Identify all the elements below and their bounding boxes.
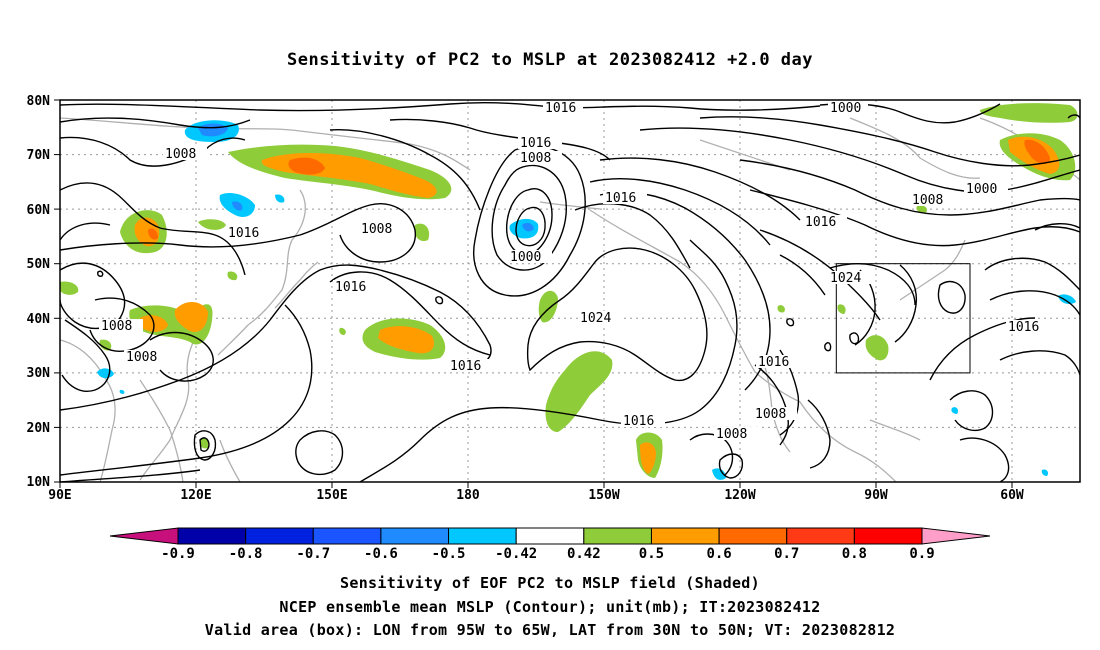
axis-ticks bbox=[54, 99, 1013, 488]
colorbar-label: 0.9 bbox=[909, 546, 934, 562]
colorbar-segment bbox=[448, 527, 517, 545]
lat-tick-label: 40N bbox=[27, 312, 51, 327]
contour-label: 1008 bbox=[520, 151, 551, 166]
colorbar-segment bbox=[583, 527, 652, 545]
contour-label: 1016 bbox=[605, 191, 636, 206]
gridlines bbox=[60, 100, 1080, 482]
lon-tick-label: 150W bbox=[588, 488, 619, 503]
longitude-labels: 90E 120E 150E 180 150W 120W 90W 60W bbox=[48, 488, 1024, 503]
colorbar-segment bbox=[177, 527, 247, 545]
colorbar-segment bbox=[853, 527, 923, 545]
shade-orange bbox=[134, 136, 1060, 474]
contour-label: 1008 bbox=[126, 350, 157, 365]
shaded-regions bbox=[60, 103, 1078, 480]
contour-label: 1016 bbox=[623, 414, 654, 429]
lon-tick-label: 90E bbox=[48, 488, 71, 503]
colorbar-segment bbox=[650, 527, 720, 545]
contour-label: 1000 bbox=[966, 182, 997, 197]
lat-tick-label: 30N bbox=[27, 366, 51, 381]
contour-label: 1024 bbox=[830, 271, 861, 286]
colorbar-segment bbox=[786, 527, 855, 545]
map-title: Sensitivity of PC2 to MSLP at 2023082412… bbox=[286, 50, 813, 70]
colorbar-high-end bbox=[921, 527, 991, 545]
colorbar-segment bbox=[718, 527, 788, 545]
contour-label: 1016 bbox=[450, 359, 481, 374]
contour-label: 1008 bbox=[755, 407, 786, 422]
colorbar-label: -0.6 bbox=[364, 546, 398, 562]
contour-label: 1016 bbox=[545, 101, 576, 116]
lon-tick-label: 120E bbox=[180, 488, 211, 503]
colorbar-label: -0.8 bbox=[229, 546, 263, 562]
contour-label: 1016 bbox=[228, 226, 259, 241]
lat-tick-label: 50N bbox=[27, 257, 51, 272]
contour-label: 1016 bbox=[805, 215, 836, 230]
colorbar-segment bbox=[380, 527, 450, 545]
colorbar-label: 0.7 bbox=[774, 546, 799, 562]
colorbar-label: -0.9 bbox=[161, 546, 195, 562]
lat-tick-label: 60N bbox=[27, 203, 51, 218]
contour-label: 1008 bbox=[101, 319, 132, 334]
colorbar-segment bbox=[312, 527, 382, 545]
colorbar: -0.9 -0.8 -0.7 -0.6 -0.5 -0.42 0.42 0.5 0.6 0.7 0.… bbox=[109, 527, 991, 562]
contour-label: 1008 bbox=[361, 222, 392, 237]
latitude-labels: 80N 70N 60N 50N 40N 30N 20N 10N bbox=[27, 94, 51, 490]
colorbar-label: 0.42 bbox=[567, 546, 601, 562]
contour-label: 1016 bbox=[520, 136, 551, 151]
valid-area-box bbox=[835, 263, 971, 374]
contour-label: 1016 bbox=[1008, 320, 1039, 335]
colorbar-label: 0.6 bbox=[706, 546, 731, 562]
contour-label: 1024 bbox=[580, 311, 611, 326]
lat-tick-label: 10N bbox=[27, 475, 51, 490]
colorbar-low-end bbox=[109, 527, 179, 545]
contour-label: 1008 bbox=[716, 427, 747, 442]
lat-tick-label: 70N bbox=[27, 148, 51, 163]
contour-labels: 1016 1000 1008 1016 1008 1016 1008 1000 … bbox=[99, 101, 1050, 442]
plot-area: 1016 1000 1008 1016 1008 1016 1008 1000 … bbox=[60, 100, 1080, 482]
lat-tick-label: 80N bbox=[27, 94, 51, 109]
contour-label: 1016 bbox=[758, 355, 789, 370]
lat-tick-label: 20N bbox=[27, 421, 51, 436]
colorbar-label: -0.7 bbox=[296, 546, 330, 562]
colorbar-segment bbox=[515, 527, 585, 545]
lon-tick-label: 60W bbox=[1000, 488, 1024, 503]
lon-tick-label: 180 bbox=[456, 488, 480, 503]
mslp-contours bbox=[60, 101, 1080, 482]
contour-label: 1016 bbox=[335, 280, 366, 295]
contour-label: 1008 bbox=[912, 193, 943, 208]
contour-label: 1008 bbox=[165, 147, 196, 162]
caption-contour: NCEP ensemble mean MSLP (Contour); unit(… bbox=[279, 598, 821, 616]
colorbar-segment bbox=[245, 527, 314, 545]
contour-label: 1000 bbox=[510, 250, 541, 265]
lon-tick-label: 150E bbox=[316, 488, 347, 503]
colorbar-label: -0.42 bbox=[495, 546, 537, 562]
contour-label: 1000 bbox=[830, 101, 861, 116]
shade-lightblue bbox=[97, 120, 1076, 480]
lon-tick-label: 120W bbox=[724, 488, 755, 503]
caption-shaded: Sensitivity of EOF PC2 to MSLP field (Sh… bbox=[340, 574, 760, 592]
plot-frame bbox=[59, 99, 1081, 483]
shade-darkorange bbox=[148, 139, 1050, 240]
caption-valid-area: Valid area (box): LON from 95W to 65W, L… bbox=[204, 621, 896, 639]
colorbar-label: 0.8 bbox=[842, 546, 867, 562]
lon-tick-label: 90W bbox=[864, 488, 888, 503]
colorbar-label: -0.5 bbox=[432, 546, 466, 562]
colorbar-label: 0.5 bbox=[639, 546, 664, 562]
